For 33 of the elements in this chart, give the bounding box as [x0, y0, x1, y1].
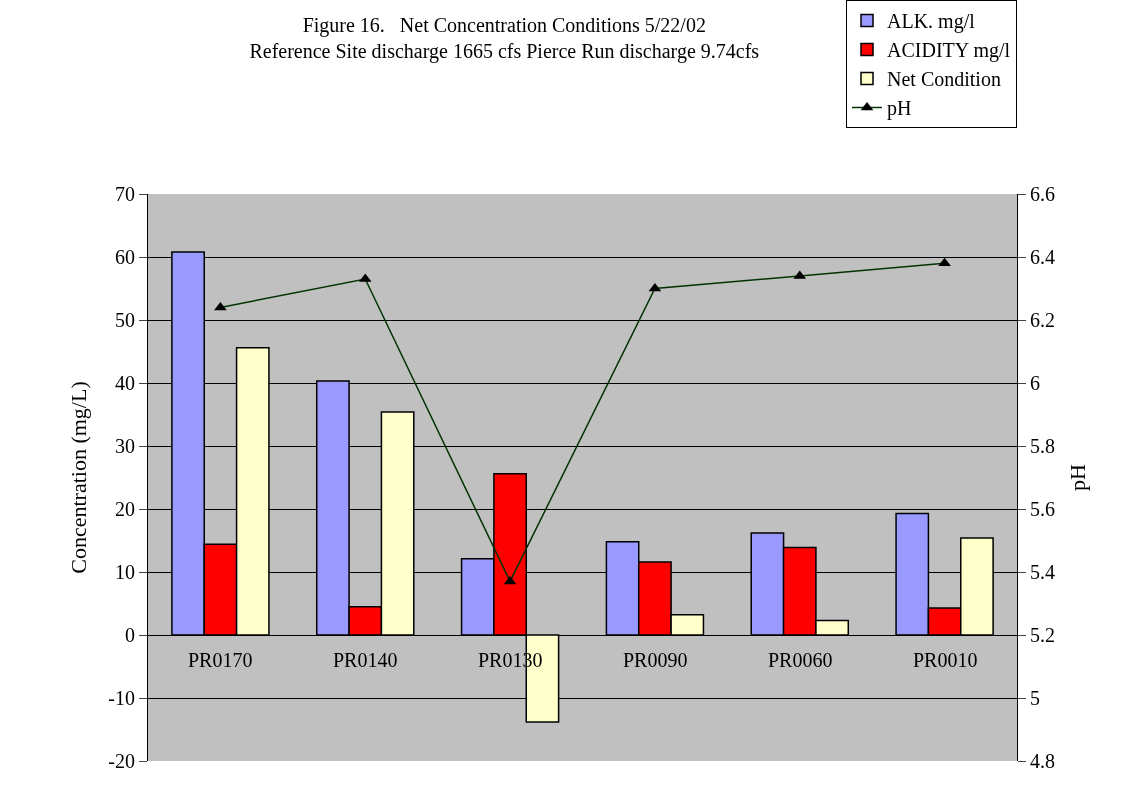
legend-label: ACIDITY mg/l: [887, 39, 1011, 63]
y-tick-label: 50: [115, 309, 135, 331]
y2-tick-label: 5.4: [1030, 561, 1055, 583]
legend-label: Net Condition: [887, 68, 1001, 91]
y2-tick-label: 6.4: [1030, 246, 1055, 268]
y2-axis-title: pH: [1064, 463, 1090, 491]
legend-label: ALK. mg/l: [887, 10, 976, 34]
y2-tick-label: 5.2: [1030, 624, 1055, 646]
chart-subtitle: Reference Site discharge 1665 cfs Pierce Run discharge 9.74cfs: [249, 39, 760, 63]
y-tick-label: -20: [108, 750, 135, 772]
y-tick-label: 10: [115, 561, 135, 583]
y-tick-label: 60: [115, 246, 135, 268]
y2-tick-label: 5: [1030, 687, 1040, 709]
y2-tick-label: 6: [1030, 372, 1040, 394]
x-tick-label: PR0060: [768, 649, 833, 671]
x-tick-label: PR0140: [333, 649, 398, 671]
y2-tick-label: 6.6: [1030, 183, 1055, 205]
y-tick-label: -10: [108, 687, 135, 709]
legend-label: pH: [887, 97, 912, 121]
chart-title: Figure 16. Net Concentration Conditions 5/22/02: [302, 13, 706, 37]
y-tick-label: 70: [115, 183, 135, 205]
y-tick-label: 20: [115, 498, 135, 520]
y2-tick-label: 6.2: [1030, 309, 1055, 331]
y-tick-label: 30: [115, 435, 135, 457]
y-axis-title: Concentration (mg/L): [66, 381, 92, 574]
x-tick-label: PR0170: [188, 649, 253, 671]
y2-tick-label: 5.8: [1030, 435, 1055, 457]
y2-tick-label: 4.8: [1030, 750, 1055, 772]
y-tick-label: 40: [115, 372, 135, 394]
x-tick-label: PR0010: [913, 649, 978, 671]
y2-tick-label: 5.6: [1030, 498, 1055, 520]
y-tick-label: 0: [125, 624, 135, 646]
x-tick-label: PR0090: [623, 649, 688, 671]
